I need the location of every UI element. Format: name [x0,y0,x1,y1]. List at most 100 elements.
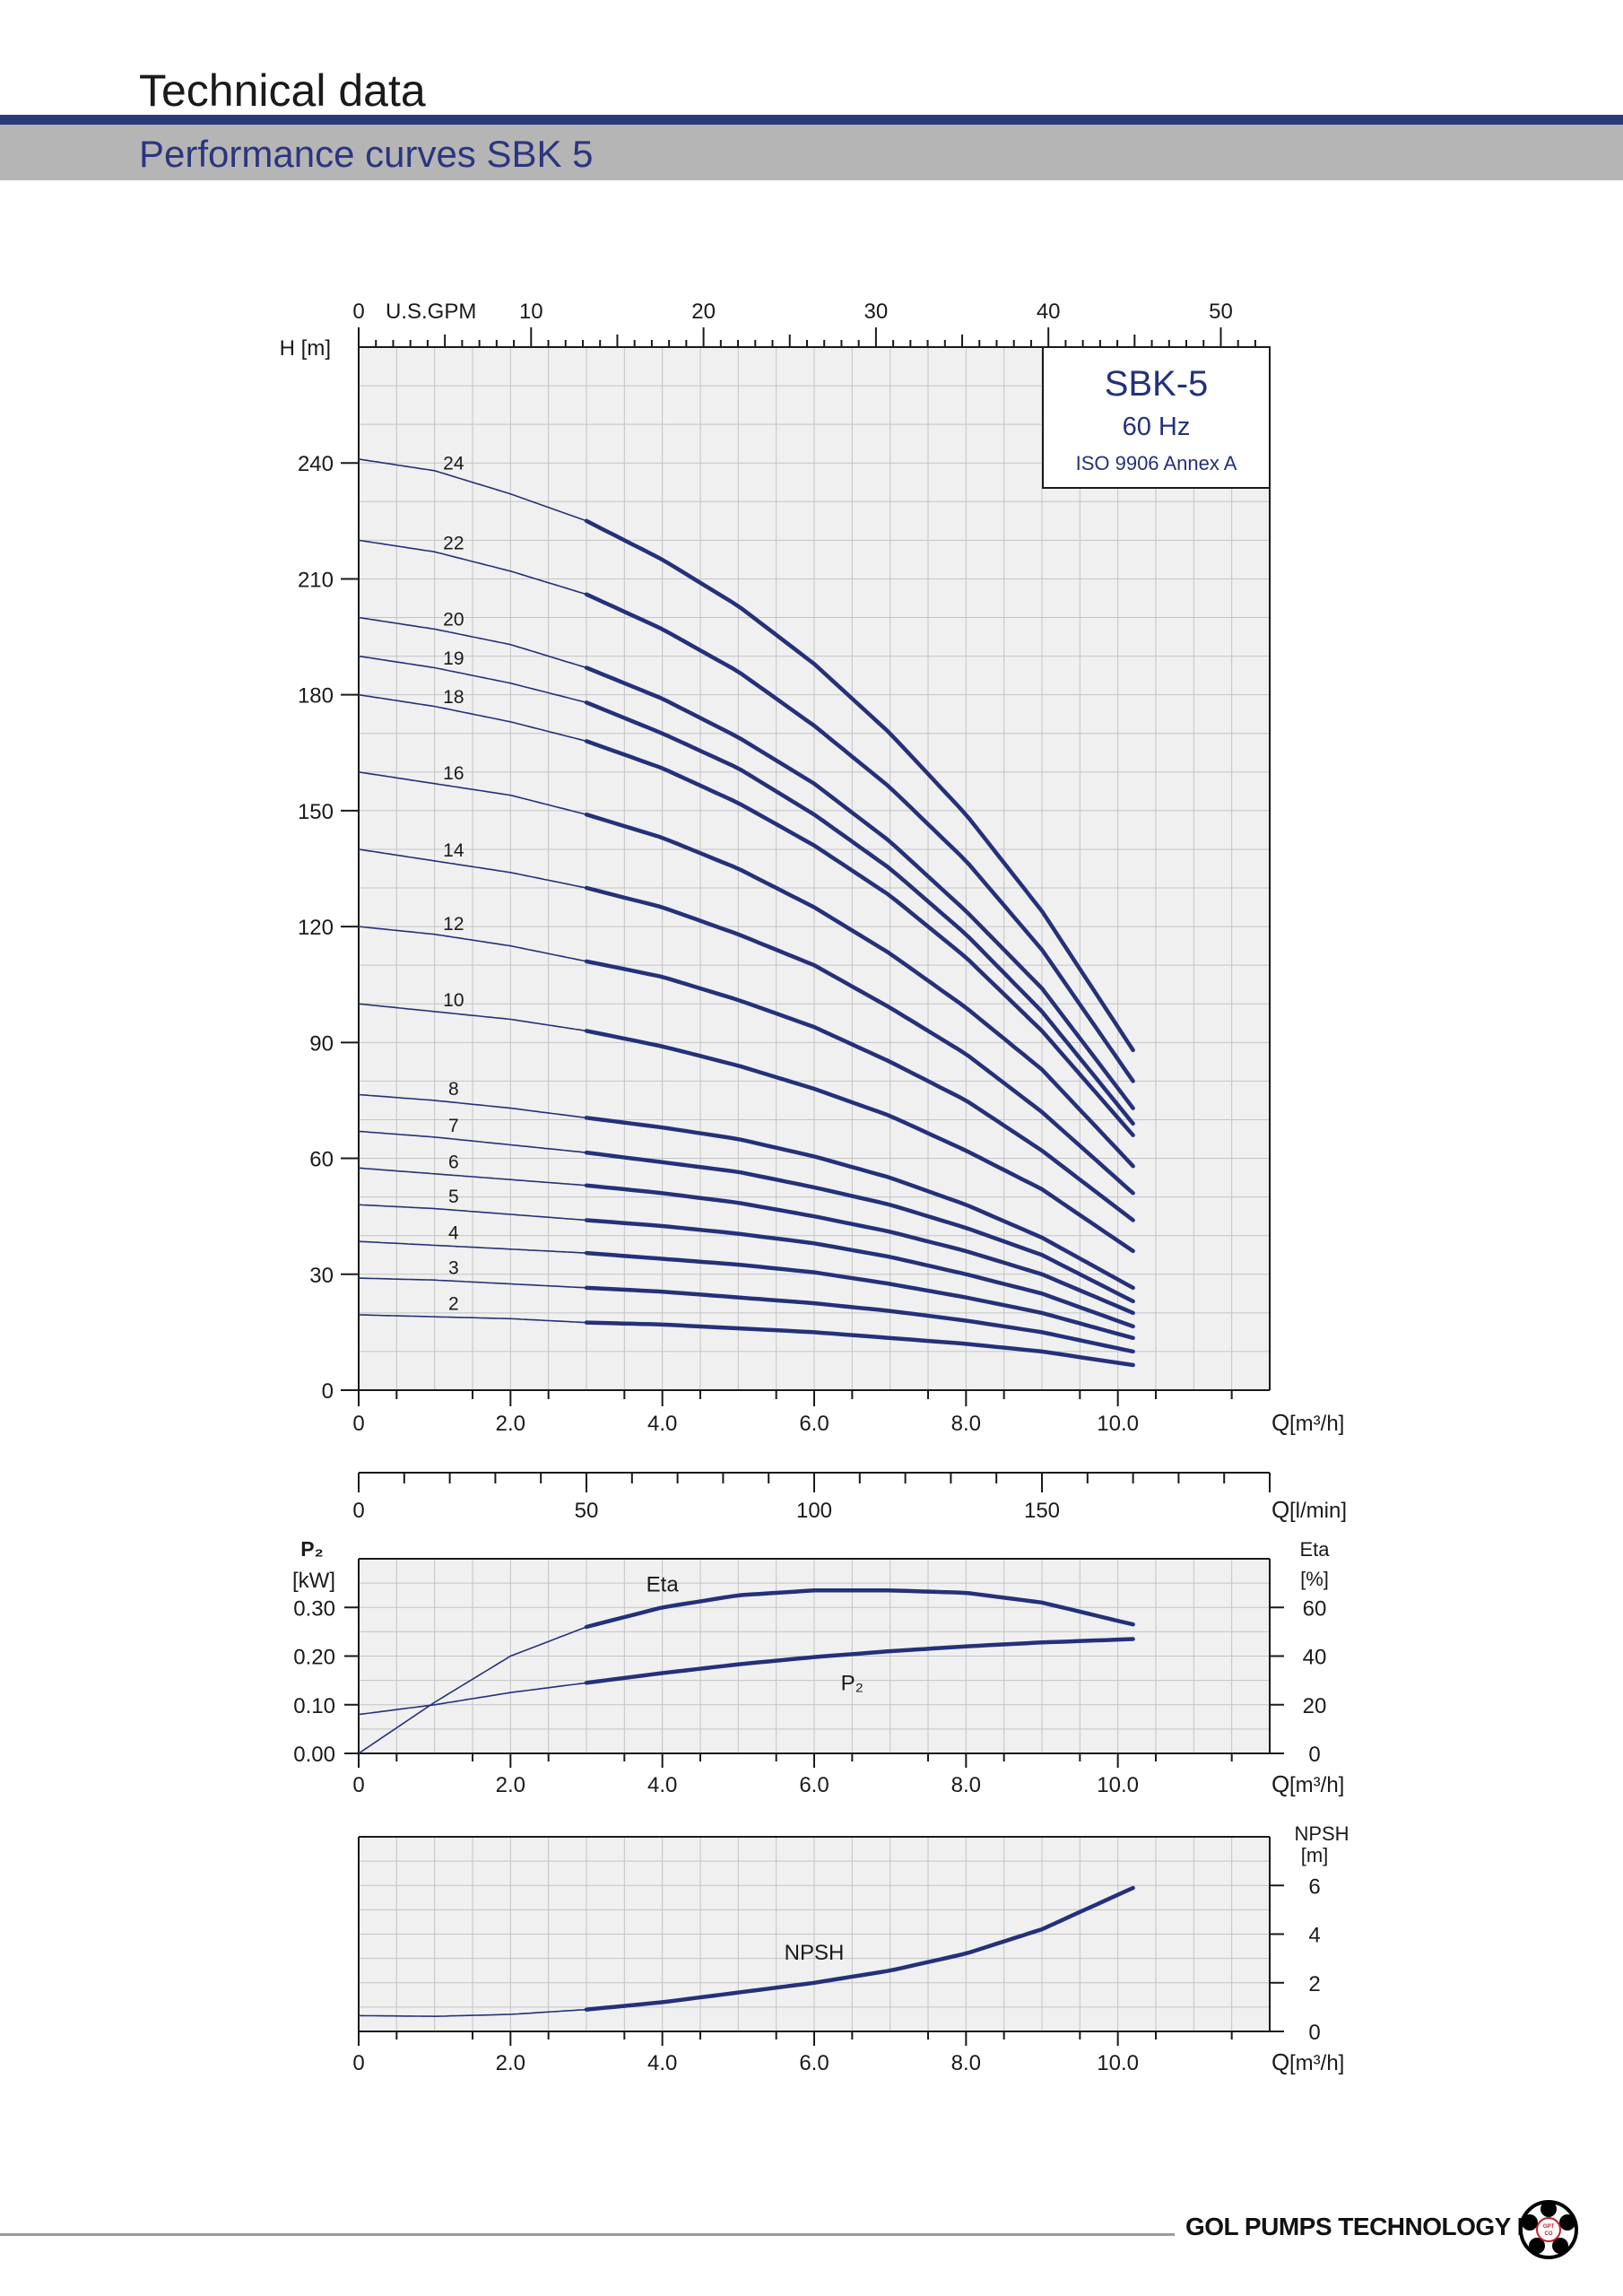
head-curve-label-18: 18 [443,687,464,708]
power-x-axis-unit: [m³/h] [1289,1773,1344,1797]
head-x-tick-label: 6.0 [799,1412,829,1436]
head-curve-label-10: 10 [443,990,464,1011]
npsh-y-right-symbol: NPSH [1294,1822,1349,1845]
head-curve-20 [584,665,1135,1110]
head-curve-16 [584,812,1135,1169]
npsh-x-tick-label: 2.0 [496,2051,525,2075]
head-curve-label-7: 7 [448,1116,459,1136]
head-curve-label-6: 6 [448,1152,459,1172]
gpm-tick-label: 20 [691,300,716,324]
head-curve-label-16: 16 [443,763,464,784]
gpm-tick-label: 40 [1037,300,1061,324]
head-curve-thin-16 [358,771,587,815]
head-curve-6 [584,1183,1135,1316]
npsh-x-tick-label: 10.0 [1097,2051,1139,2075]
head-curve-5 [584,1218,1135,1329]
npsh-y-right-unit: [m] [1301,1844,1329,1866]
power-x-tick-label: 10.0 [1097,1773,1139,1797]
head-curve-thin-12 [358,926,587,962]
eta-curve-thin [358,1626,587,1754]
head-curve-label-20: 20 [443,610,464,631]
npsh-x-tick-label: 8.0 [951,2051,981,2075]
title-box [1042,346,1271,489]
power-x-tick-label: 0 [352,1773,364,1797]
head-x-tick-label: 0 [352,1412,364,1436]
npsh-y-right-tick-label: 6 [1308,1874,1320,1899]
power-x-axis-symbol: Q [1271,1770,1289,1797]
head-curve-thin-4 [358,1240,587,1254]
power-y-left-unit: [kW] [292,1569,335,1593]
head-y-tick-label: 120 [298,916,334,940]
npsh-x-axis-unit: [m³/h] [1289,2051,1344,2075]
head-curve-18 [584,739,1135,1137]
head-curve-thin-19 [358,655,587,704]
head-y-tick-label: 150 [298,800,334,824]
power-x-tick-label: 8.0 [951,1773,981,1797]
head-x-tick-label: 8.0 [951,1412,981,1436]
head-curve-label-2: 2 [448,1294,459,1315]
head-curve-label-8: 8 [448,1079,459,1100]
lmin-tick-label: 50 [575,1499,599,1523]
head-x-tick-label: 4.0 [647,1412,677,1436]
head-curve-label-22: 22 [443,534,464,554]
power-y-left-tick-label: 0.00 [293,1743,335,1767]
head-y-tick-label: 90 [309,1031,334,1056]
npsh-x-tick-label: 0 [352,2051,364,2075]
gpm-tick-label: 30 [864,300,889,324]
head-y-tick-label: 240 [298,452,334,476]
gpm-tick-label: 0 [352,300,364,324]
head-curve-thin-14 [358,848,587,889]
head-curve-thin-6 [358,1167,587,1187]
header-rule [0,115,1623,125]
head-curve-12 [584,959,1135,1222]
svg-text:CO: CO [1545,2231,1553,2237]
head-curve-thin-10 [358,1003,587,1032]
power-y-left-tick-label: 0.20 [293,1646,335,1670]
npsh-y-right-tick-label: 4 [1308,1924,1320,1948]
gpm-tick-label: 50 [1209,300,1233,324]
npsh-x-tick-label: 4.0 [647,2051,677,2075]
npsh-curve [584,1885,1135,2012]
footer-company: GOL PUMPS TECHNOLOGY INC [1185,2213,1559,2240]
power-y-right-symbol: Eta [1299,1538,1330,1561]
head-curve-22 [584,592,1135,1083]
footer-rule [0,2233,1175,2236]
title-box-frequency: 60 Hz [1123,413,1191,441]
lmin-tick-label: 150 [1024,1499,1060,1523]
head-curve-label-12: 12 [443,914,464,935]
svg-text:GPT: GPT [1543,2224,1555,2230]
lmin-tick-label: 0 [352,1499,364,1523]
head-curve-label-3: 3 [448,1257,459,1278]
head-curve-thin-8 [358,1093,587,1119]
head-curve-label-19: 19 [443,648,464,669]
gpm-axis-label: U.S.GPM [386,300,476,324]
head-curve-thin-7 [358,1130,587,1153]
head-curve-thin-24 [358,458,587,522]
head-y-tick-label: 210 [298,568,334,592]
head-curve-thin-22 [358,539,587,596]
p2-curve [584,1637,1135,1685]
lmin-axis-unit: [l/min] [1289,1499,1347,1523]
head-curve-14 [584,885,1135,1196]
company-logo-icon: GPT CO [1519,2200,1578,2259]
header-band [0,125,1623,180]
power-x-tick-label: 6.0 [799,1773,829,1797]
title-box-standard: ISO 9906 Annex A [1076,452,1237,474]
power-y-right-tick-label: 0 [1308,1743,1320,1767]
power-y-left-tick-label: 0.30 [293,1596,335,1621]
head-curve-thin-18 [358,693,587,743]
head-curve-3 [584,1285,1135,1354]
gpm-tick-label: 10 [519,300,543,324]
p2-curve-label: P₂ [841,1671,864,1695]
head-y-tick-label: 180 [298,684,334,709]
head-y-tick-label: 0 [322,1379,334,1404]
head-curve-thin-2 [358,1314,587,1324]
head-curve-thin-20 [358,616,587,669]
eta-curve-label: Eta [647,1572,680,1596]
head-curve-label-14: 14 [443,840,464,861]
eta-curve [584,1588,1135,1630]
head-y-tick-label: 30 [309,1264,334,1288]
power-y-right-tick-label: 60 [1303,1596,1327,1621]
head-x-axis-unit: [m³/h] [1289,1412,1344,1436]
